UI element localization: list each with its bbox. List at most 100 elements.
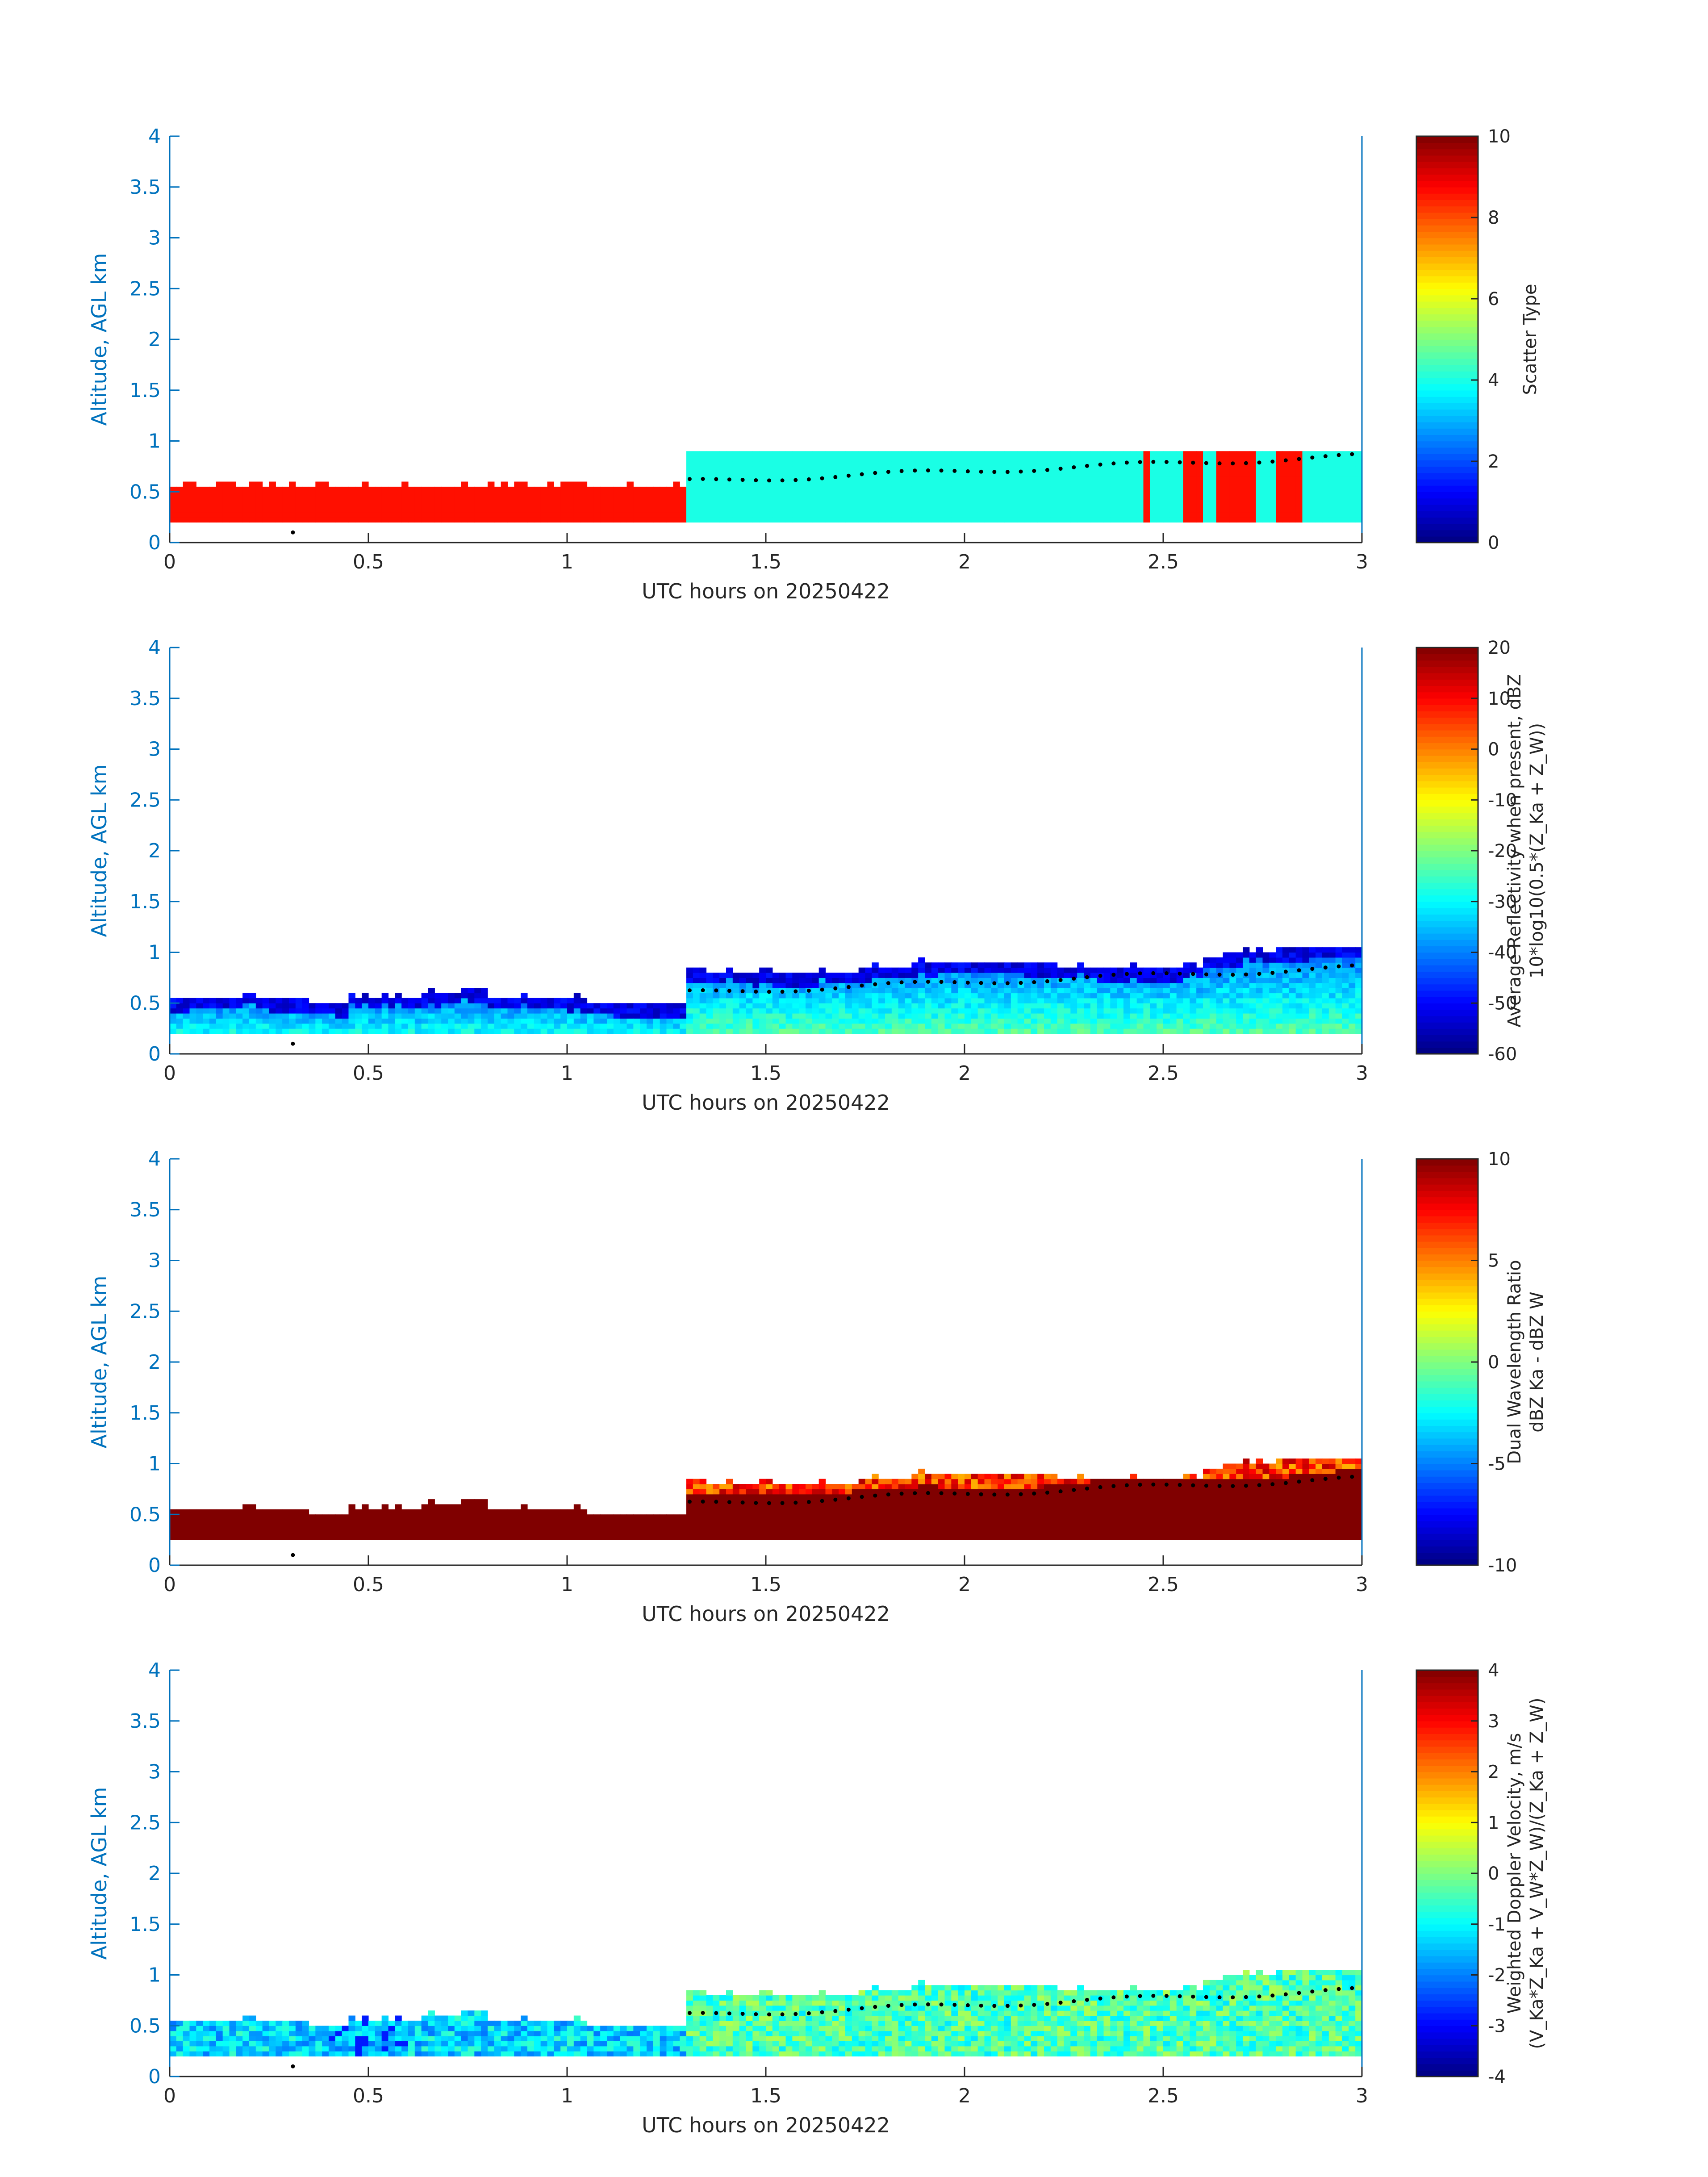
heatmap-cell [1256,466,1263,472]
heatmap-cell [1157,998,1164,1003]
heatmap-cell [1342,471,1349,477]
cloud-base-marker [992,470,997,474]
heatmap-cell [547,1519,554,1525]
heatmap-cell [1084,998,1091,1003]
heatmap-cell [1004,471,1011,477]
heatmap-cell [289,1534,296,1540]
heatmap-cell [732,982,740,988]
heatmap-cell [1057,476,1065,482]
heatmap-cell [547,507,554,513]
heatmap-cell [951,456,958,462]
heatmap-cell [693,1479,700,1484]
heatmap-cell [666,1003,673,1009]
heatmap-cell [1183,481,1190,487]
heatmap-cell [1282,1013,1290,1019]
heatmap-cell [1269,507,1276,513]
heatmap-cell [772,1484,780,1489]
heatmap-cell [1037,988,1044,994]
heatmap-cell [931,451,939,457]
heatmap-cell [514,1013,521,1019]
colorbar-swatch [1416,422,1478,429]
heatmap-cell [766,461,773,467]
heatmap-cell [865,988,872,994]
heatmap-cell [527,517,535,523]
heatmap-cell [176,502,184,507]
heatmap-cell [1302,486,1309,492]
heatmap-cell [1024,507,1031,513]
heatmap-cell [362,1018,369,1024]
heatmap-cell [1196,1023,1203,1029]
heatmap-cell [401,492,409,497]
colorbar-swatch [1416,149,1478,156]
heatmap-cell [421,1504,429,1510]
heatmap-cell [1315,512,1323,518]
heatmap-cell [216,512,223,518]
colorbar-swatch [1416,761,1478,769]
heatmap-cell [1064,993,1071,999]
heatmap-cell [1004,962,1011,968]
heatmap-cell [428,1529,435,1535]
heatmap-cell [1355,1003,1362,1009]
heatmap-cell [395,507,402,513]
heatmap-cell [977,1023,985,1029]
heatmap-cell [746,982,753,988]
heatmap-cell [1223,1008,1230,1014]
heatmap-cell [1117,1008,1124,1014]
heatmap-cell [1103,988,1111,994]
heatmap-cell [719,1003,727,1009]
heatmap-cell [779,1529,786,1535]
heatmap-cell [699,497,707,502]
colorbar-tick-label: 20 [1488,638,1511,658]
heatmap-cell [1262,962,1270,968]
heatmap-cell [858,973,866,978]
heatmap-cell [1196,517,1203,523]
heatmap-cell [918,486,925,492]
heatmap-cell [521,502,528,507]
heatmap-cell [1216,497,1224,502]
heatmap-cell [806,1534,813,1540]
heatmap-cell [865,978,872,983]
heatmap-cell [1130,466,1137,472]
heatmap-cell [547,502,554,507]
heatmap-cell [1084,502,1091,507]
cloud-base-marker [1336,964,1341,969]
heatmap-cell [573,1013,581,1019]
heatmap-cell [699,993,707,999]
heatmap-cell [965,967,972,973]
heatmap-cell [1163,1003,1170,1009]
heatmap-cell [1276,1003,1283,1009]
heatmap-cell [998,512,1005,518]
heatmap-cell [799,988,806,994]
heatmap-cell [1196,1018,1203,1024]
heatmap-cell [806,471,813,477]
heatmap-cell [1289,492,1296,497]
heatmap-cell [540,1519,548,1525]
heatmap-cell [1176,1018,1184,1024]
heatmap-cell [772,492,780,497]
heatmap-cell [593,1529,601,1535]
heatmap-cell [1335,952,1343,958]
heatmap-cell [872,512,879,518]
heatmap-cell [1123,967,1131,973]
colorbar-swatch [1416,698,1478,705]
heatmap-cell [1276,998,1283,1003]
heatmap-cell [998,466,1005,472]
heatmap-cell [779,993,786,999]
heatmap-cell [779,1003,786,1009]
heatmap-cell [1355,502,1362,507]
heatmap-cell [176,1013,184,1019]
heatmap-cell [507,507,514,513]
heatmap-cell [1103,476,1111,482]
heatmap-cell [514,1534,521,1540]
heatmap-cell [355,1028,362,1034]
heatmap-cell [1269,998,1276,1003]
heatmap-cell [951,1008,958,1014]
heatmap-cell [640,492,647,497]
heatmap-cell [872,978,879,983]
heatmap-cell [739,982,747,988]
heatmap-cell [276,512,283,518]
heatmap-cell [1289,481,1296,487]
heatmap-cell [806,481,813,487]
heatmap-cell [1024,471,1031,477]
heatmap-cell [931,507,939,513]
